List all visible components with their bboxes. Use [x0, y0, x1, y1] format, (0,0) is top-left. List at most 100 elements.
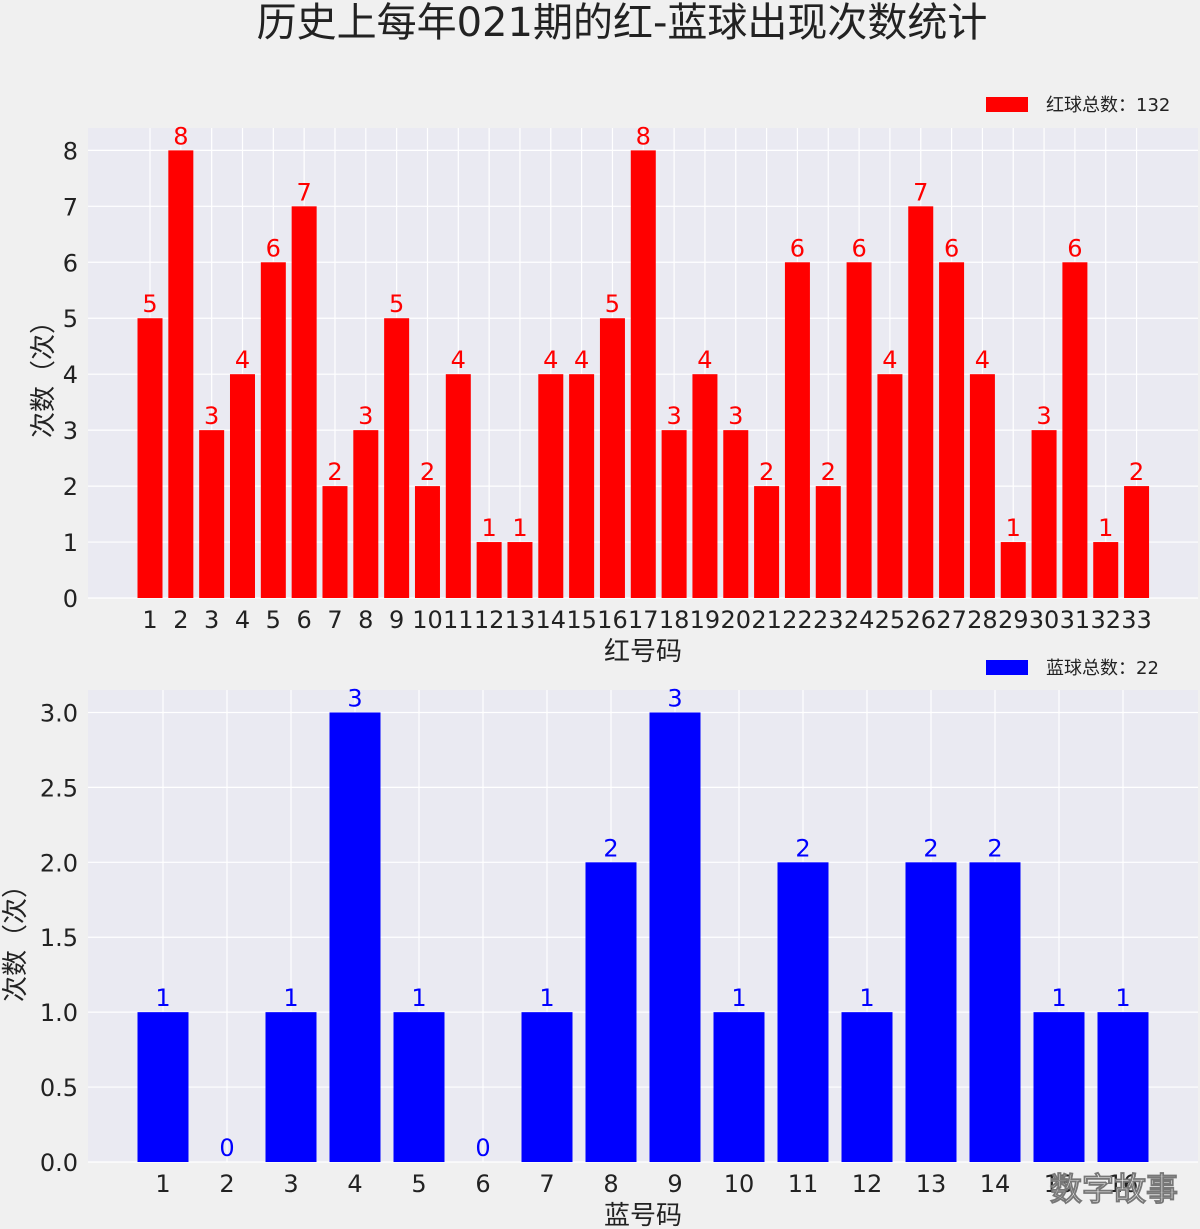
bar-value-label: 5 — [389, 290, 404, 318]
x-tick-label: 26 — [905, 606, 936, 634]
x-tick-label: 33 — [1121, 606, 1152, 634]
red-x-axis-label: 红号码 — [604, 637, 682, 667]
bar-value-label: 0 — [475, 1134, 490, 1162]
bar — [846, 262, 872, 598]
bar — [754, 486, 780, 598]
x-tick-label: 15 — [1044, 1170, 1075, 1198]
x-tick-label: 17 — [628, 606, 659, 634]
bar-value-label: 4 — [697, 346, 712, 374]
blue-y-axis-label: 次数（次） — [1, 872, 31, 1002]
bar-value-label: 2 — [821, 458, 836, 486]
bar-value-label: 2 — [420, 458, 435, 486]
bar-value-label: 3 — [347, 684, 362, 712]
bar — [476, 542, 502, 598]
x-tick-label: 1 — [155, 1170, 170, 1198]
bar-value-label: 4 — [543, 346, 558, 374]
x-tick-label: 10 — [412, 606, 443, 634]
x-tick-label: 10 — [724, 1170, 755, 1198]
bar-value-label: 1 — [411, 984, 426, 1012]
y-tick-label: 3 — [63, 417, 78, 445]
x-tick-label: 1 — [142, 606, 157, 634]
bar-value-label: 2 — [603, 834, 618, 862]
x-tick-label: 29 — [998, 606, 1029, 634]
bar — [815, 486, 841, 598]
bar — [599, 318, 625, 598]
chart-title: 历史上每年021期的红-蓝球出现次数统计 — [257, 0, 988, 46]
bar — [649, 712, 701, 1162]
bar — [569, 374, 595, 598]
x-tick-label: 3 — [283, 1170, 298, 1198]
blue-x-ticks: 1 2 3 4 5 6 7 8 9 10 11 12 13 14 15 16 — [155, 1170, 1138, 1198]
x-tick-label: 3 — [204, 606, 219, 634]
x-tick-label: 7 — [539, 1170, 554, 1198]
bar-value-label: 2 — [327, 458, 342, 486]
bar-value-label: 4 — [574, 346, 589, 374]
bar-value-label: 6 — [1067, 234, 1082, 262]
bar — [1031, 430, 1057, 598]
bar — [538, 374, 564, 598]
x-tick-label: 13 — [505, 606, 536, 634]
bar — [723, 430, 749, 598]
watermark: 数字故事 — [1050, 1170, 1178, 1208]
x-tick-label: 32 — [1090, 606, 1121, 634]
bar — [777, 862, 829, 1162]
bar-value-label: 2 — [759, 458, 774, 486]
blue-bars — [137, 712, 1149, 1162]
red-y-ticks: 0 1 2 3 4 5 6 7 8 — [63, 137, 78, 613]
bar-value-label: 3 — [666, 402, 681, 430]
red-x-ticks: 1 2 3 4 5 6 7 8 9 10 11 12 13 14 15 16 17 18 19 20 21 22 23 24 2… — [142, 606, 1151, 634]
bar — [329, 712, 381, 1162]
bar — [877, 374, 903, 598]
bar-value-label: 3 — [358, 402, 373, 430]
red-legend: 红球总数：132 — [986, 95, 1170, 116]
bar — [1097, 1012, 1149, 1162]
bar — [969, 862, 1021, 1162]
bar-value-label: 1 — [1115, 984, 1130, 1012]
x-tick-label: 4 — [235, 606, 250, 634]
x-tick-label: 4 — [347, 1170, 362, 1198]
bar — [137, 1012, 189, 1162]
bar — [414, 486, 440, 598]
bar — [445, 374, 471, 598]
bar — [393, 1012, 445, 1162]
x-tick-label: 11 — [443, 606, 474, 634]
red-bars — [137, 150, 1150, 599]
x-tick-label: 2 — [173, 606, 188, 634]
bar-value-label: 5 — [605, 290, 620, 318]
bar — [713, 1012, 765, 1162]
y-tick-label: 0.0 — [40, 1149, 78, 1177]
bar-value-label: 6 — [851, 234, 866, 262]
x-tick-label: 20 — [720, 606, 751, 634]
x-tick-label: 30 — [1029, 606, 1060, 634]
bar-value-label: 3 — [667, 684, 682, 712]
x-tick-label: 23 — [813, 606, 844, 634]
y-tick-label: 0 — [63, 585, 78, 613]
bar — [265, 1012, 317, 1162]
x-tick-label: 15 — [566, 606, 597, 634]
bar-value-label: 1 — [1006, 514, 1021, 542]
bar-value-label: 1 — [539, 984, 554, 1012]
x-tick-label: 16 — [1108, 1170, 1139, 1198]
x-tick-label: 31 — [1060, 606, 1091, 634]
bar — [905, 862, 957, 1162]
bar — [1000, 542, 1026, 598]
bar — [692, 374, 718, 598]
x-tick-label: 27 — [936, 606, 967, 634]
bar-value-label: 4 — [882, 346, 897, 374]
bar-value-label: 1 — [731, 984, 746, 1012]
bar — [630, 150, 656, 598]
bar — [1124, 486, 1150, 598]
bar-value-label: 5 — [142, 290, 157, 318]
bar-value-label: 2 — [795, 834, 810, 862]
bar — [661, 430, 687, 598]
x-tick-label: 9 — [389, 606, 404, 634]
bar-value-label: 1 — [481, 514, 496, 542]
x-tick-label: 9 — [667, 1170, 682, 1198]
x-tick-label: 22 — [782, 606, 813, 634]
bar — [585, 862, 637, 1162]
bar-value-label: 6 — [266, 234, 281, 262]
bar — [969, 374, 995, 598]
x-tick-label: 12 — [852, 1170, 883, 1198]
